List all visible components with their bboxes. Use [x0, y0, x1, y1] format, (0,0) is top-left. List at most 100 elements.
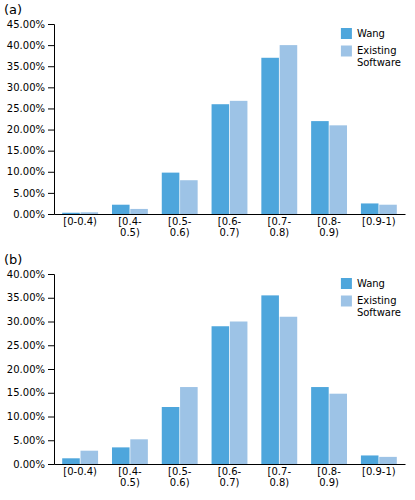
tick-label: [0.6-0.7) [218, 466, 242, 488]
tick-label: 0.00% [13, 459, 45, 470]
tick-label: 30.00% [7, 82, 45, 93]
y-tick: 15.00% [7, 387, 54, 398]
tick-label: [0-0.4) [63, 216, 97, 227]
bar [361, 203, 379, 214]
y-tick: 20.00% [7, 364, 54, 375]
y-tick: 0.00% [13, 459, 54, 470]
tick-mark [48, 440, 54, 441]
legend-item: ExistingSoftware [341, 45, 401, 68]
text-line: 0.6) [170, 227, 190, 238]
y-tick: 35.00% [7, 292, 54, 303]
y-tick: 40.00% [7, 269, 54, 280]
text-line: Existing [357, 295, 397, 306]
text-line: 0.7) [220, 227, 240, 238]
bar [212, 326, 230, 464]
tick-mark [48, 274, 54, 275]
tick-label: 40.00% [7, 269, 45, 280]
legend-swatch [341, 46, 352, 57]
bar [230, 101, 248, 214]
tick-mark [48, 345, 54, 346]
bar [81, 451, 99, 464]
tick-label: 40.00% [7, 40, 45, 51]
tick-label: [0.4-0.5) [118, 216, 142, 238]
bar [311, 121, 329, 214]
text-line: Software [357, 57, 401, 68]
bar [112, 447, 130, 464]
text-line: [0.9-1) [362, 216, 396, 227]
bar [180, 180, 198, 214]
tick-label: [0.8-0.9) [317, 466, 341, 488]
bar [180, 387, 198, 464]
text-line: [0.8- [317, 216, 341, 227]
tick-label: 0.00% [13, 209, 45, 220]
bar [62, 458, 80, 464]
title: (b) [4, 252, 22, 267]
y-tick: 15.00% [7, 145, 54, 156]
tick-label: [0-0.4) [63, 466, 97, 477]
text-line: 0.8) [269, 477, 289, 488]
text-line: [0.8- [317, 466, 341, 477]
x-tick: [0.8-0.9) [317, 216, 341, 238]
text-line: Existing [357, 45, 397, 56]
bar [261, 58, 279, 214]
bar [81, 212, 99, 214]
x-axis: [0-0.4)[0.4-0.5)[0.5-0.6)[0.6-0.7)[0.7-0… [55, 215, 406, 239]
legend-item: ExistingSoftware [341, 295, 401, 318]
series [81, 45, 397, 214]
tick-label: 45.00% [7, 19, 45, 30]
bar [62, 213, 80, 214]
x-tick: [0-0.4) [63, 216, 97, 227]
legend-label: ExistingSoftware [357, 295, 401, 318]
tick-mark [48, 417, 54, 418]
tick-mark [48, 108, 54, 109]
bar [162, 173, 180, 214]
tick-label: 25.00% [7, 103, 45, 114]
axis-line [48, 25, 55, 215]
text-line: [0.4- [118, 216, 142, 227]
tick-mark [48, 369, 54, 370]
text-line: Software [357, 307, 401, 318]
panel: 0.00%5.00%10.00%15.00%20.00%25.00%30.00%… [4, 252, 406, 488]
tick-label: [0.9-1) [362, 216, 396, 227]
x-tick: [0.7-0.8) [268, 466, 292, 488]
text-line: [0.5- [168, 216, 192, 227]
x-tick: [0.5-0.6) [168, 466, 192, 488]
tick-label: 5.00% [13, 188, 45, 199]
bars [62, 45, 397, 214]
x-tick: [0-0.4) [63, 466, 97, 477]
series [81, 317, 397, 464]
legend-swatch [341, 278, 352, 289]
tick-label: [0.9-1) [362, 466, 396, 477]
series [62, 295, 378, 464]
y-tick: 30.00% [7, 316, 54, 327]
tick-mark [48, 193, 54, 194]
y-tick: 25.00% [7, 103, 54, 114]
text-line: Wang [357, 278, 385, 289]
text-line: Wang [357, 28, 385, 39]
legend: Wang ExistingSoftware [341, 28, 401, 68]
y-tick: 10.00% [7, 411, 54, 422]
tick-label: [0.8-0.9) [317, 216, 341, 238]
tick-label: 10.00% [7, 411, 45, 422]
tick-mark [48, 393, 54, 394]
tick-label: [0.5-0.6) [168, 216, 192, 238]
tick-mark [48, 87, 54, 88]
tick-mark [48, 172, 54, 173]
tick-mark [48, 322, 54, 323]
text-line: [0.9-1) [362, 466, 396, 477]
y-tick: 5.00% [13, 435, 54, 446]
tick-label: 20.00% [7, 364, 45, 375]
bar [379, 205, 397, 214]
legend-label: Wang [357, 28, 385, 39]
x-tick: [0.9-1) [362, 466, 396, 477]
text-line: [0.4- [118, 466, 142, 477]
legend-swatch [341, 296, 352, 307]
bar [280, 45, 298, 214]
text-line: 0.9) [319, 227, 339, 238]
tick-label: [0.4-0.5) [118, 466, 142, 488]
axis-line [55, 214, 406, 215]
y-tick: 10.00% [7, 166, 54, 177]
tick-label: 35.00% [7, 61, 45, 72]
y-tick: 45.00% [7, 19, 54, 30]
text-line: [0-0.4) [63, 466, 97, 477]
